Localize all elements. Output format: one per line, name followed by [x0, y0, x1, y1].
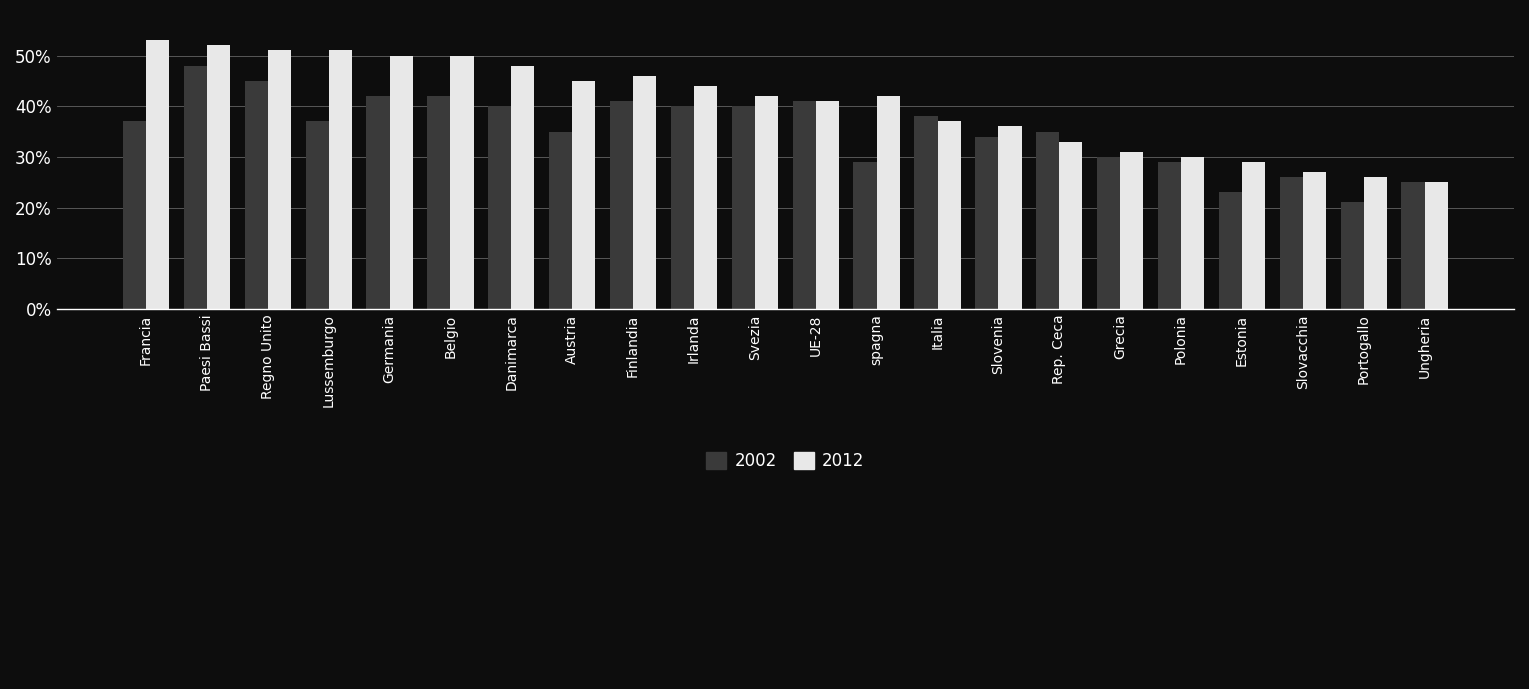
- Bar: [306, 121, 329, 309]
- Bar: [1121, 152, 1144, 309]
- Bar: [755, 96, 778, 309]
- Bar: [937, 121, 960, 309]
- Bar: [1303, 172, 1326, 309]
- Bar: [427, 96, 451, 309]
- Bar: [145, 41, 170, 309]
- Bar: [511, 65, 535, 309]
- Bar: [451, 56, 474, 309]
- Bar: [1402, 182, 1425, 309]
- Bar: [976, 136, 998, 309]
- Bar: [268, 50, 291, 309]
- Bar: [245, 81, 268, 309]
- Bar: [183, 65, 206, 309]
- Bar: [816, 101, 839, 309]
- Bar: [1060, 142, 1083, 309]
- Bar: [367, 96, 390, 309]
- Bar: [610, 101, 633, 309]
- Bar: [206, 45, 229, 309]
- Bar: [549, 132, 572, 309]
- Bar: [122, 121, 145, 309]
- Bar: [1037, 132, 1060, 309]
- Bar: [998, 127, 1021, 309]
- Bar: [1096, 157, 1121, 309]
- Bar: [1242, 162, 1264, 309]
- Bar: [1364, 177, 1387, 309]
- Bar: [671, 106, 694, 309]
- Bar: [694, 86, 717, 309]
- Bar: [1425, 182, 1448, 309]
- Bar: [390, 56, 413, 309]
- Bar: [792, 101, 816, 309]
- Bar: [329, 50, 352, 309]
- Bar: [1341, 203, 1364, 309]
- Bar: [732, 106, 755, 309]
- Bar: [633, 76, 656, 309]
- Bar: [488, 106, 511, 309]
- Bar: [1219, 192, 1242, 309]
- Bar: [572, 81, 595, 309]
- Bar: [1157, 162, 1180, 309]
- Bar: [914, 116, 937, 309]
- Legend: 2002, 2012: 2002, 2012: [700, 445, 872, 477]
- Bar: [853, 162, 876, 309]
- Bar: [1280, 177, 1303, 309]
- Bar: [1180, 157, 1205, 309]
- Bar: [876, 96, 899, 309]
